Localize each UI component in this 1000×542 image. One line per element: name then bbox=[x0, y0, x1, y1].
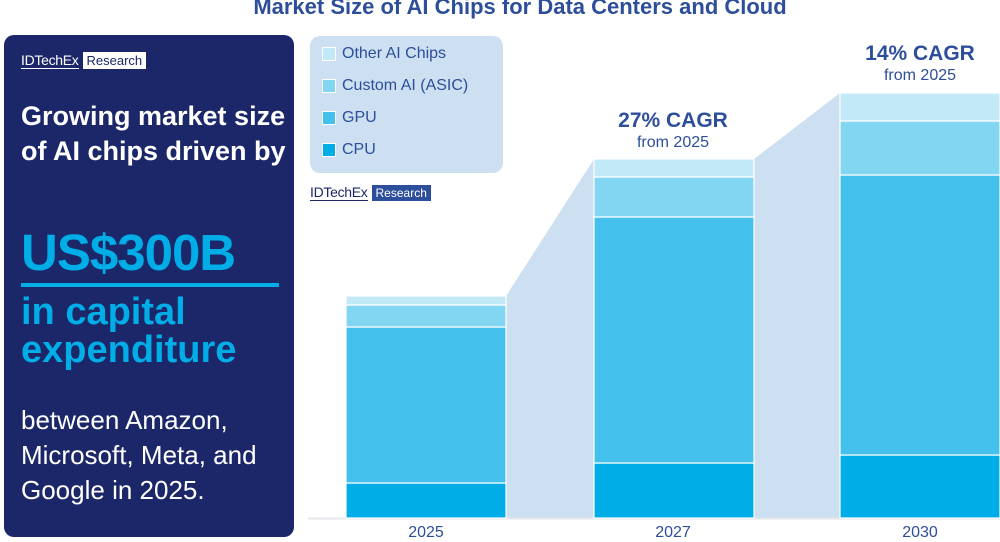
legend-item: GPU bbox=[322, 109, 377, 127]
bar-segment-gpu-2027 bbox=[593, 216, 755, 464]
bar-segment-cpu-2027 bbox=[593, 462, 755, 519]
legend-item: CPU bbox=[322, 141, 376, 159]
legend-label: Custom AI (ASIC) bbox=[342, 77, 469, 94]
legend-swatch bbox=[322, 143, 336, 157]
bar-segment-other-ai-chips-2025 bbox=[345, 295, 507, 306]
bar-segment-cpu-2030 bbox=[839, 454, 1000, 519]
x-tick-label: 2025 bbox=[408, 524, 444, 541]
chart-idtechex-logo: IDTechEx Research bbox=[310, 185, 431, 201]
cagr-value: 14% CAGR bbox=[865, 42, 975, 65]
legend-item: Custom AI (ASIC) bbox=[322, 77, 468, 95]
panel-footnote: between Amazon, Microsoft, Meta, and Goo… bbox=[21, 405, 257, 505]
x-tick-label: 2030 bbox=[902, 524, 938, 541]
legend: Other AI Chips Custom AI (ASIC) GPU CPU bbox=[310, 36, 503, 173]
legend-swatch bbox=[322, 111, 336, 125]
growth-connector bbox=[754, 93, 840, 518]
chart-title: Market Size of AI Chips for Data Centers… bbox=[253, 0, 787, 19]
idtechex-logo: IDTechEx Research bbox=[21, 51, 147, 69]
bar-segment-custom-ai-asic--2030 bbox=[839, 120, 1000, 176]
x-tick-label: 2027 bbox=[655, 524, 691, 541]
bar-segment-other-ai-chips-2027 bbox=[593, 158, 755, 178]
cagr-value: 27% CAGR bbox=[618, 109, 728, 132]
logo-tag: Research bbox=[371, 185, 431, 201]
cagr-basis: from 2025 bbox=[883, 67, 957, 84]
legend-swatch bbox=[322, 79, 336, 93]
bar-segment-custom-ai-asic--2025 bbox=[345, 304, 507, 328]
bar-segment-other-ai-chips-2030 bbox=[839, 92, 1000, 122]
cagr-annotation-2030: 14% CAGR from 2025 bbox=[820, 42, 1000, 86]
bar-segment-cpu-2025 bbox=[345, 482, 507, 519]
legend-swatch bbox=[322, 47, 336, 61]
cagr-basis: from 2025 bbox=[636, 134, 710, 151]
divider bbox=[21, 283, 279, 287]
summary-panel: IDTechEx Research Growing market size of… bbox=[4, 35, 294, 537]
legend-label: GPU bbox=[342, 109, 377, 126]
panel-intro: Growing market size of AI chips driven b… bbox=[21, 101, 286, 166]
bar-segment-gpu-2025 bbox=[345, 326, 507, 484]
headline-value: US$300B bbox=[21, 224, 236, 281]
growth-connector bbox=[506, 159, 594, 518]
cagr-annotation-2027: 27% CAGR from 2025 bbox=[573, 109, 773, 153]
headline-caption: in capital expenditure bbox=[21, 291, 237, 371]
legend-label: Other AI Chips bbox=[342, 45, 447, 62]
bar-segment-custom-ai-asic--2027 bbox=[593, 176, 755, 218]
logo-tag: Research bbox=[82, 52, 147, 69]
logo-name: IDTechEx bbox=[21, 51, 79, 69]
legend-item: Other AI Chips bbox=[322, 45, 446, 63]
bar-segment-gpu-2030 bbox=[839, 174, 1000, 456]
logo-name: IDTechEx bbox=[310, 184, 368, 201]
legend-label: CPU bbox=[342, 141, 376, 158]
